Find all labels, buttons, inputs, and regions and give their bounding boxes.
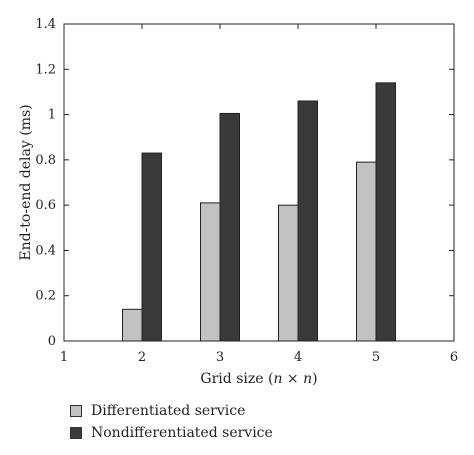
legend-swatch-differentiated bbox=[70, 405, 82, 417]
legend-label-differentiated: Differentiated service bbox=[91, 403, 246, 419]
bar-differentiated bbox=[122, 308, 143, 342]
y-tick-label: 1.2 bbox=[35, 62, 56, 77]
legend-swatch-nondifferentiated bbox=[70, 427, 82, 439]
x-tick-label: 2 bbox=[138, 350, 146, 365]
bar-differentiated bbox=[356, 161, 377, 342]
y-tick-label: 0.4 bbox=[35, 243, 56, 258]
y-tick-label: 0.2 bbox=[35, 289, 56, 304]
x-tick-label: 5 bbox=[372, 350, 380, 365]
legend-label-nondifferentiated: Nondifferentiated service bbox=[91, 425, 273, 441]
bars bbox=[122, 82, 396, 342]
x-tick-label: 6 bbox=[450, 350, 458, 365]
x-axis-label: Grid size (n × n) bbox=[200, 371, 317, 387]
bar-differentiated bbox=[278, 204, 299, 342]
x-tick-label: 4 bbox=[294, 350, 302, 365]
y-ticks: 0 0.2 0.4 0.6 0.8 1 1.2 1.4 bbox=[35, 17, 454, 349]
bar-nondifferentiated bbox=[297, 100, 318, 342]
x-tick-label: 1 bbox=[60, 350, 68, 365]
bar-differentiated bbox=[200, 202, 221, 342]
bar-nondifferentiated bbox=[219, 112, 240, 342]
x-tick-label: 3 bbox=[216, 350, 224, 365]
chart: 0 0.2 0.4 0.6 0.8 1 1.2 1.4 1 2 3 4 5 6 Grid size (n… bbox=[18, 17, 458, 387]
y-tick-label: 1 bbox=[48, 108, 56, 123]
y-tick-label: 0.6 bbox=[35, 198, 56, 213]
y-tick-label: 0.8 bbox=[35, 153, 56, 168]
y-tick-label: 0 bbox=[48, 334, 56, 349]
y-axis-label: End-to-end delay (ms) bbox=[18, 104, 34, 260]
bar-nondifferentiated bbox=[141, 152, 162, 342]
legend: Differentiated service Nondifferentiated… bbox=[70, 400, 273, 444]
bar-nondifferentiated bbox=[375, 82, 396, 342]
legend-item-differentiated: Differentiated service bbox=[70, 400, 273, 422]
legend-item-nondifferentiated: Nondifferentiated service bbox=[70, 422, 273, 444]
plot-frame bbox=[63, 23, 455, 342]
y-tick-label: 1.4 bbox=[35, 17, 56, 32]
x-ticks: 1 2 3 4 5 6 bbox=[60, 24, 458, 365]
